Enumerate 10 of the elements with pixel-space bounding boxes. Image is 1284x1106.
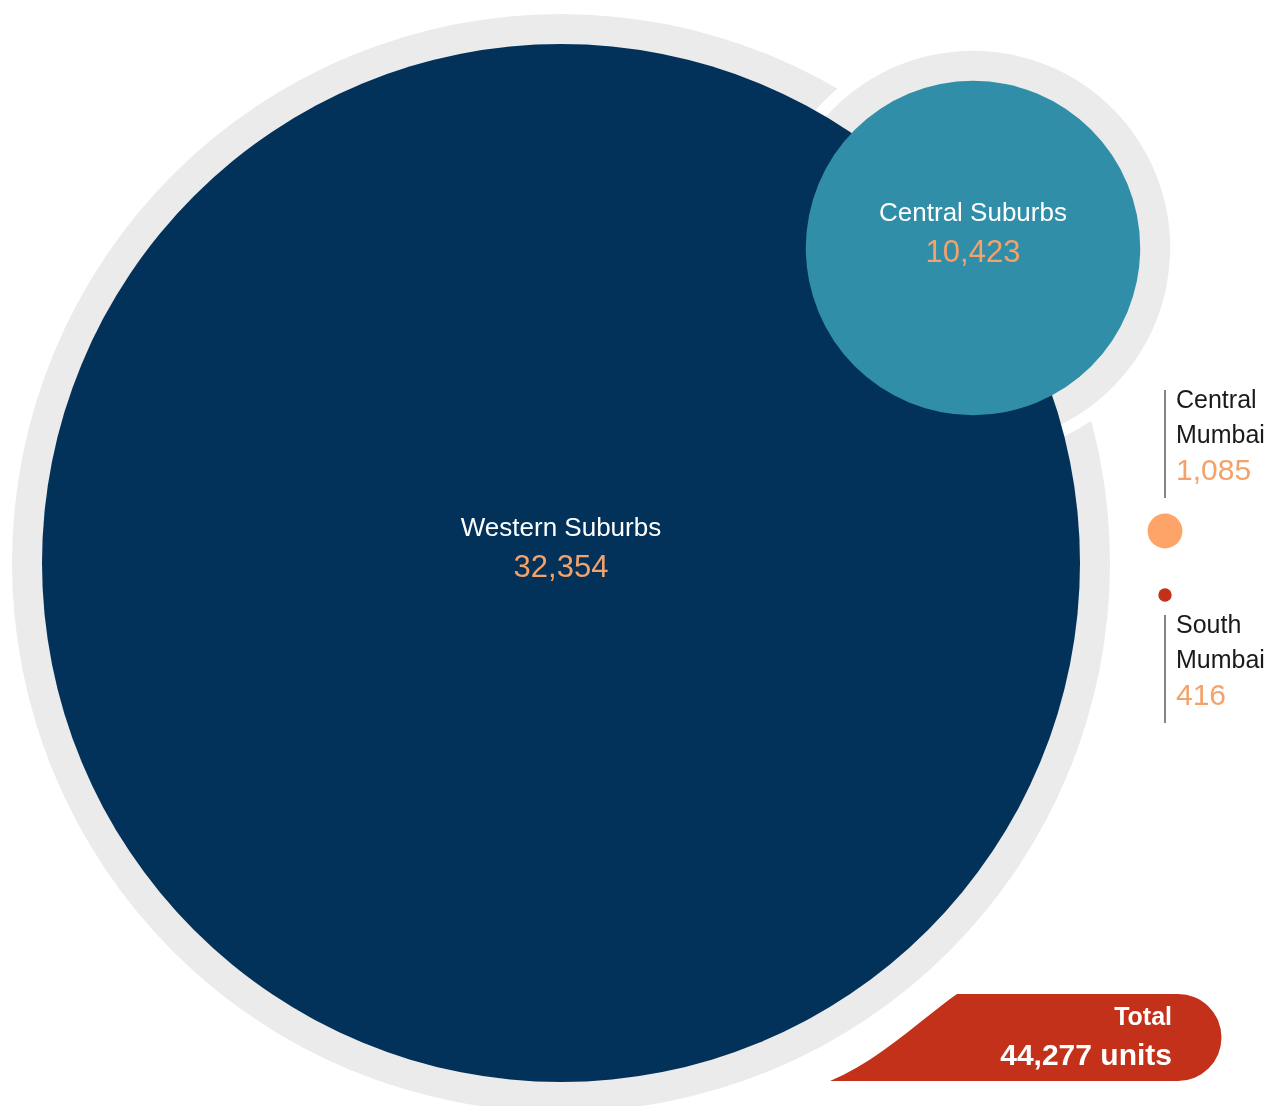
category-label: Central Mumbai bbox=[1176, 385, 1265, 448]
data-label: 416 bbox=[1176, 678, 1227, 711]
category-label: Central Suburbs bbox=[879, 197, 1067, 227]
category-label: Western Suburbs bbox=[460, 512, 662, 542]
data-label: 10,423 bbox=[925, 234, 1021, 269]
text: 44,277 units bbox=[1000, 1038, 1172, 1071]
category-label: South Mumbai bbox=[1176, 610, 1265, 673]
text: Total bbox=[1114, 1002, 1172, 1030]
data-label: 32,354 bbox=[513, 549, 609, 584]
data-label: 1,085 bbox=[1176, 453, 1252, 486]
